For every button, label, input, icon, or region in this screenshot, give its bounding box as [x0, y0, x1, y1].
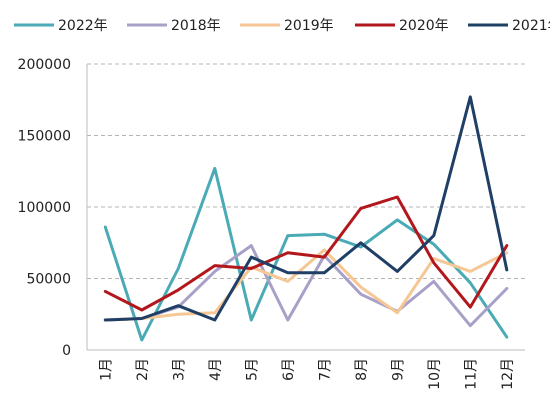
x-tick-label: 10月 — [427, 358, 443, 390]
x-tick-label: 2月 — [135, 358, 151, 381]
x-tick-label: 9月 — [390, 358, 406, 381]
legend-label-3: 2020年 — [399, 18, 449, 34]
x-tick-label: 8月 — [354, 358, 370, 381]
legend: 2022年 2018年 2019年 2020年 2021年 — [14, 18, 550, 34]
y-tick-label: 0 — [62, 343, 71, 359]
y-tick-label: 50000 — [26, 272, 71, 288]
legend-label-1: 2018年 — [171, 18, 221, 34]
legend-label-0: 2022年 — [58, 18, 108, 34]
x-tick-label: 1月 — [98, 358, 114, 381]
x-tick-label: 7月 — [317, 358, 333, 381]
series-line-2 — [103, 248, 509, 322]
x-tick-label: 4月 — [208, 358, 224, 381]
series-line-0 — [103, 166, 509, 342]
x-tick-label: 6月 — [281, 358, 297, 381]
series-line-4 — [103, 95, 509, 322]
x-tick-label: 11月 — [463, 358, 479, 390]
y-tick-label: 200000 — [18, 57, 71, 73]
x-axis-ticks: 1月 2月 3月 4月 5月 6月 7月 8月 9月 10月 11月 12月 — [98, 358, 516, 390]
legend-label-2: 2019年 — [284, 18, 334, 34]
y-tick-label: 100000 — [18, 200, 71, 216]
x-tick-label: 5月 — [244, 358, 260, 381]
x-tick-label: 12月 — [500, 358, 516, 390]
series-line-3 — [103, 195, 509, 312]
gridlines — [87, 63, 525, 279]
y-tick-label: 150000 — [18, 129, 71, 145]
x-tick-label: 3月 — [171, 358, 187, 381]
y-axis-ticks: 0 50000 100000 150000 200000 — [18, 57, 71, 359]
series-lines — [103, 95, 509, 342]
legend-label-4: 2021年 — [512, 18, 550, 34]
